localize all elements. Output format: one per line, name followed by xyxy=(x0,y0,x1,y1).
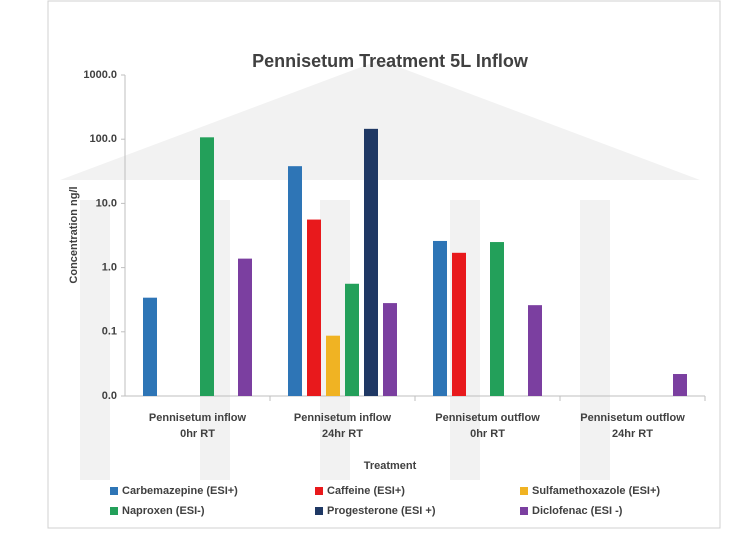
legend-swatch xyxy=(520,507,528,515)
legend-label: Progesterone (ESI +) xyxy=(327,505,436,517)
x-tick-label: 0hr RT xyxy=(470,428,505,440)
bar xyxy=(307,219,321,396)
legend-label: Carbemazepine (ESI+) xyxy=(122,485,238,497)
bar xyxy=(433,240,447,396)
legend-label: Diclofenac (ESI -) xyxy=(532,505,623,517)
legend-swatch xyxy=(110,487,118,495)
bar xyxy=(364,128,378,396)
x-tick-label: Pennisetum outflow xyxy=(580,412,685,424)
bar xyxy=(528,305,542,396)
bar xyxy=(383,303,397,396)
x-tick-label: Pennisetum inflow xyxy=(294,412,392,424)
bar xyxy=(143,297,157,396)
bar xyxy=(452,252,466,396)
legend-swatch xyxy=(520,487,528,495)
legend-label: Sulfamethoxazole (ESI+) xyxy=(532,485,660,497)
x-tick-label: 24hr RT xyxy=(612,428,653,440)
x-tick-label: 24hr RT xyxy=(322,428,363,440)
bar xyxy=(238,258,252,396)
y-tick-label: 100.0 xyxy=(89,133,117,145)
legend-swatch xyxy=(315,487,323,495)
bar xyxy=(288,166,302,396)
bar xyxy=(490,242,504,396)
x-tick-label: 0hr RT xyxy=(180,428,215,440)
y-tick-label: 1000.0 xyxy=(83,69,117,81)
y-tick-label: 10.0 xyxy=(96,197,117,209)
legend-label: Naproxen (ESI-) xyxy=(122,505,205,517)
chart-title: Pennisetum Treatment 5L Inflow xyxy=(252,51,529,71)
y-tick-label: 1.0 xyxy=(102,262,117,274)
x-tick-label: Pennisetum outflow xyxy=(435,412,540,424)
bar xyxy=(673,374,687,396)
x-axis-label: Treatment xyxy=(364,460,417,472)
legend-swatch xyxy=(315,507,323,515)
legend-label: Caffeine (ESI+) xyxy=(327,485,405,497)
x-tick-label: Pennisetum inflow xyxy=(149,412,247,424)
y-tick-label: 0.0 xyxy=(102,390,117,402)
bar xyxy=(200,137,214,396)
legend-swatch xyxy=(110,507,118,515)
y-tick-label: 0.1 xyxy=(102,326,117,338)
y-axis-label: Concentration ng/l xyxy=(68,186,80,283)
bar xyxy=(345,283,359,396)
bar xyxy=(326,335,340,396)
